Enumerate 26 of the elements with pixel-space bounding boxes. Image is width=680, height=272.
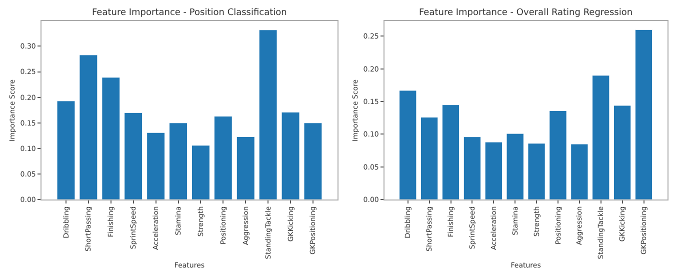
bar <box>191 145 210 200</box>
bar <box>146 132 166 200</box>
bar <box>549 110 567 200</box>
bar <box>592 75 610 200</box>
bar <box>506 133 524 200</box>
bar <box>56 100 76 200</box>
bar <box>420 116 438 200</box>
bar <box>258 30 278 200</box>
bar <box>102 77 120 200</box>
bar <box>613 105 632 200</box>
bar <box>528 143 546 200</box>
chart-title: Feature Importance - Overall Rating Regression <box>419 8 633 18</box>
bar <box>634 29 653 200</box>
bar <box>214 116 232 200</box>
chart-title: Feature Importance - Position Classification <box>92 8 287 18</box>
bar <box>124 112 143 200</box>
bar <box>442 104 460 200</box>
bar <box>484 142 502 200</box>
bar <box>169 122 188 200</box>
bar <box>304 122 322 200</box>
bar <box>399 90 417 200</box>
bar <box>463 136 482 200</box>
bar <box>79 54 98 200</box>
bar <box>281 112 300 200</box>
bar <box>570 144 588 200</box>
bar <box>236 136 255 200</box>
